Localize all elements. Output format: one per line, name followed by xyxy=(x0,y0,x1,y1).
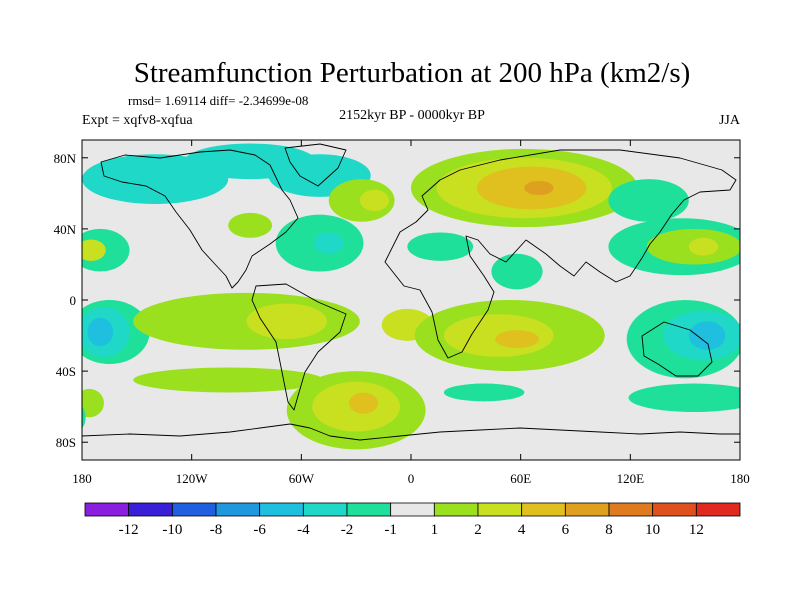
contour-region-19 xyxy=(688,237,719,256)
contour-region-34 xyxy=(82,406,86,429)
contour-region-16 xyxy=(608,179,689,222)
chart-title: Streamfunction Perturbation at 200 hPa (… xyxy=(134,57,691,89)
x-tick-label-1: 120W xyxy=(176,471,209,486)
colorbar-swatch-9 xyxy=(477,502,523,517)
x-tick-label-4: 60E xyxy=(510,471,531,486)
colorbar-label-10: 6 xyxy=(562,522,570,538)
colorbar-label-12: 10 xyxy=(645,522,660,538)
y-tick-label-3: 40S xyxy=(56,364,76,379)
x-tick-label-2: 60W xyxy=(289,471,315,486)
colorbar: -12 -10 -8 -6 -4 -2 -1 1 2 4 6 8 10 12 xyxy=(84,502,741,538)
contour-region-22 xyxy=(87,317,114,347)
y-tick-label-4: 80S xyxy=(56,435,76,450)
y-axis: 80N 40N 0 40S 80S xyxy=(54,151,740,450)
x-axis: 180 120W 60W 0 60E 120E 180 xyxy=(72,140,750,486)
colorbar-label-2: -8 xyxy=(210,522,223,538)
colorbar-label-6: -1 xyxy=(384,522,397,538)
colorbar-swatch-7 xyxy=(390,502,435,517)
colorbar-label-9: 4 xyxy=(518,522,526,538)
coastline-australia xyxy=(641,321,713,377)
contour-region-39 xyxy=(348,392,379,414)
contour-region-5 xyxy=(228,212,273,238)
colorbar-swatch-4 xyxy=(259,502,304,517)
contour-fill-layer xyxy=(82,143,740,450)
colorbar-swatch-5 xyxy=(302,502,348,517)
colorbar-swatch-6 xyxy=(346,502,392,517)
contour-region-28 xyxy=(495,330,539,348)
contour-region-24 xyxy=(246,303,327,340)
x-tick-label-5: 120E xyxy=(617,471,645,486)
contour-region-7 xyxy=(314,232,344,254)
colorbar-swatch-11 xyxy=(564,502,610,517)
colorbar-label-7: 1 xyxy=(431,522,439,538)
coastline-south-america xyxy=(251,283,347,411)
period-label: 2152kyr BP - 0000kyr BP xyxy=(339,108,485,123)
contour-region-33 xyxy=(82,388,104,418)
contour-region-14 xyxy=(407,232,474,261)
contour-region-31 xyxy=(688,321,726,350)
stats-label: rmsd= 1.69114 diff= -2.34699e-08 xyxy=(128,93,308,108)
colorbar-swatch-13 xyxy=(652,502,697,517)
experiment-label: Expt = xqfv8-xqfua xyxy=(82,113,193,128)
colorbar-label-5: -2 xyxy=(341,522,354,538)
coastlines xyxy=(82,143,740,441)
contour-region-13 xyxy=(524,180,554,196)
colorbar-label-4: -4 xyxy=(297,522,310,538)
season-label: JJA xyxy=(719,113,741,128)
colorbar-label-3: -6 xyxy=(253,522,266,538)
colorbar-swatch-8 xyxy=(433,502,479,517)
colorbar-label-11: 8 xyxy=(605,522,613,538)
contour-region-9 xyxy=(359,189,390,212)
colorbar-label-8: 2 xyxy=(474,522,482,538)
colorbar-swatch-3 xyxy=(215,502,261,517)
contour-region-32 xyxy=(133,367,324,393)
colorbar-label-1: -10 xyxy=(162,522,182,538)
contour-region-4 xyxy=(82,239,106,261)
x-tick-label-3: 0 xyxy=(408,471,415,486)
x-tick-label-0: 180 xyxy=(72,471,92,486)
coastline-eurasia-africa xyxy=(384,149,737,359)
colorbar-swatch-0 xyxy=(84,502,130,517)
colorbar-swatch-2 xyxy=(171,502,217,517)
colorbar-swatch-14 xyxy=(695,502,741,517)
colorbar-swatch-1 xyxy=(128,502,173,517)
map-panel xyxy=(81,139,741,461)
contour-region-36 xyxy=(443,383,525,402)
y-tick-label-0: 80N xyxy=(54,151,77,166)
coastline-greenland xyxy=(284,143,347,187)
y-tick-label-2: 0 xyxy=(70,293,77,308)
coastline-north-america xyxy=(100,149,299,289)
x-tick-label-6: 180 xyxy=(730,471,750,486)
coastline-antarctica xyxy=(82,423,740,441)
colorbar-swatch-10 xyxy=(521,502,566,517)
colorbar-label-13: 12 xyxy=(689,522,704,538)
contour-region-35 xyxy=(628,383,740,412)
colorbar-label-0: -12 xyxy=(119,522,139,538)
colorbar-swatch-12 xyxy=(608,502,654,517)
y-tick-label-1: 40N xyxy=(54,222,77,237)
contour-region-15 xyxy=(491,253,543,290)
